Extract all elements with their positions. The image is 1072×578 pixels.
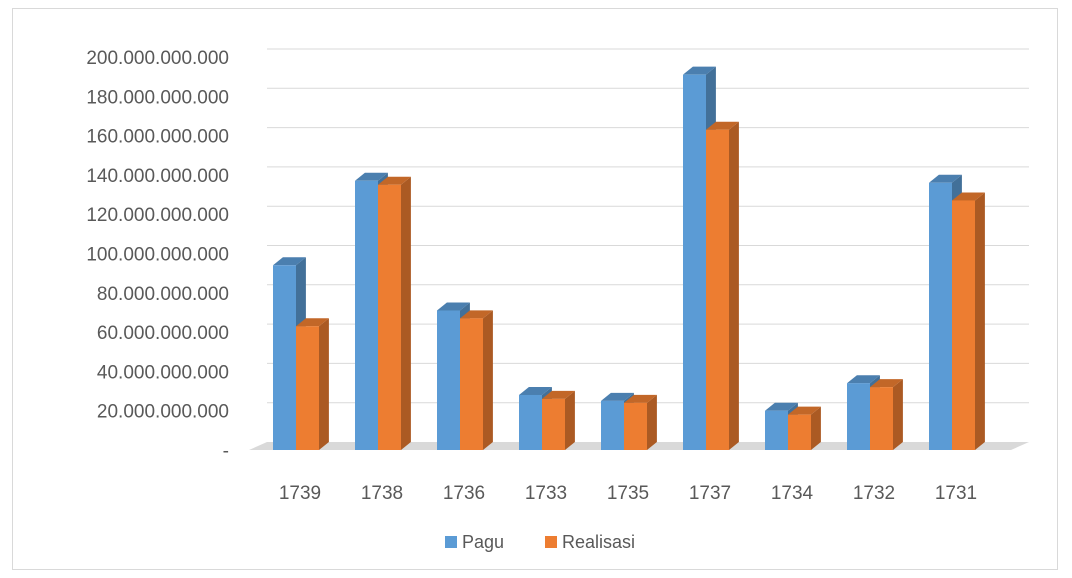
bar-realisasi-1734 [788, 406, 821, 450]
x-tick-label: 1736 [443, 483, 485, 504]
y-tick-label: 80.000.000.000 [97, 284, 229, 305]
legend: Pagu Realisasi [445, 532, 635, 552]
y-tick-label: 200.000.000.000 [86, 48, 229, 69]
y-tick-label: 40.000.000.000 [97, 362, 229, 383]
y-tick-label: - [223, 441, 229, 462]
x-tick-label: 1737 [689, 483, 731, 504]
legend-item-realisasi: Realisasi [545, 532, 635, 552]
x-tick-label: 1739 [279, 483, 321, 504]
bar-realisasi-1739 [296, 318, 329, 450]
y-tick-label: 160.000.000.000 [86, 127, 229, 148]
x-tick-label: 1738 [361, 483, 403, 504]
y-axis-ticks: - 20.000.000.000 40.000.000.000 60.000.000.… [86, 48, 229, 462]
bar-realisasi-1735 [624, 394, 657, 450]
bar-realisasi-1738 [378, 176, 411, 450]
bar-realisasi-1737 [706, 121, 739, 450]
legend-swatch [545, 536, 557, 548]
bar-realisasi-1736 [460, 310, 493, 450]
y-tick-label: 100.000.000.000 [86, 245, 229, 266]
chart-frame: - 20.000.000.000 40.000.000.000 60.000.000.… [12, 8, 1058, 570]
x-tick-label: 1731 [935, 483, 977, 504]
y-tick-label: 140.000.000.000 [86, 166, 229, 187]
bar-realisasi-1731 [952, 192, 985, 450]
y-tick-label: 120.000.000.000 [86, 205, 229, 226]
bar-chart: - 20.000.000.000 40.000.000.000 60.000.000.… [86, 48, 1029, 552]
x-axis-ticks: 1739 1738 1736 1733 1735 1737 1734 1732 1731 [279, 483, 977, 504]
x-tick-label: 1732 [853, 483, 895, 504]
legend-label: Realisasi [562, 532, 635, 552]
x-tick-label: 1735 [607, 483, 649, 504]
y-tick-label: 60.000.000.000 [97, 323, 229, 344]
bars [273, 66, 985, 451]
x-tick-label: 1733 [525, 483, 567, 504]
x-tick-label: 1734 [771, 483, 814, 504]
bar-realisasi-1732 [870, 379, 903, 450]
legend-item-pagu: Pagu [445, 532, 504, 552]
legend-swatch [445, 536, 457, 548]
legend-label: Pagu [462, 532, 504, 552]
bar-realisasi-1733 [542, 390, 575, 450]
y-tick-label: 180.000.000.000 [86, 87, 229, 108]
y-tick-label: 20.000.000.000 [97, 402, 229, 423]
